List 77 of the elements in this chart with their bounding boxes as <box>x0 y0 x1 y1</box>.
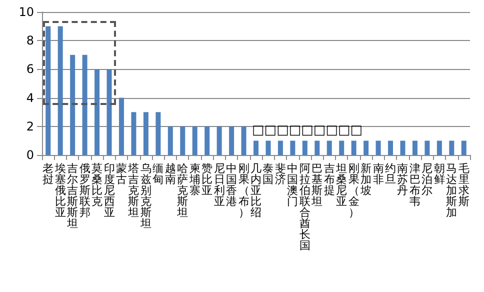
bar <box>143 112 148 155</box>
x-tick-label: 刚果（金） <box>348 162 360 219</box>
bar <box>204 126 210 155</box>
bar <box>290 140 296 155</box>
x-tick-label: 越南 <box>164 162 176 186</box>
x-tick-label: 蒙古 <box>116 162 127 186</box>
bar <box>118 98 124 155</box>
bar <box>278 140 283 155</box>
bar <box>376 140 381 155</box>
x-tick-label: 吉布提 <box>324 162 335 197</box>
bar <box>58 26 63 155</box>
bar <box>46 26 51 155</box>
y-tick-label: 10 <box>18 5 34 19</box>
y-tick-label: 6 <box>26 62 34 76</box>
bar <box>180 126 186 155</box>
bar <box>266 140 271 155</box>
x-tick-label: 马达加斯加 <box>446 162 458 219</box>
bar <box>339 140 344 155</box>
x-tick-label: 尼泊尔 <box>422 162 433 197</box>
x-tick-label: 几内亚比绍 <box>250 162 262 219</box>
x-tick-label: 印度尼西亚 <box>104 162 115 219</box>
bar <box>461 140 466 155</box>
y-tick-label: 8 <box>26 34 34 48</box>
bar <box>314 140 320 155</box>
bar <box>131 112 136 155</box>
x-tick-label: 刚果（布） <box>238 162 250 219</box>
x-tick-label: 中国香港 <box>226 162 238 208</box>
x-tick-label: 埃塞俄比亚 <box>54 162 66 219</box>
bar <box>436 140 442 155</box>
x-tick-label: 新加坡 <box>360 162 372 197</box>
bar <box>156 112 161 155</box>
x-tick-label: 乌兹别克斯坦 <box>139 162 152 230</box>
x-tick-label: 朝鲜 <box>434 162 445 186</box>
bar <box>229 126 234 155</box>
x-tick-label: 哈萨克斯坦 <box>176 162 188 219</box>
x-tick-label: 俄罗斯联邦 <box>79 162 90 219</box>
bar <box>351 140 356 155</box>
x-tick-label: 约旦 <box>385 162 396 186</box>
x-tick-label: 坦桑尼亚 <box>335 162 348 208</box>
bar <box>326 140 332 155</box>
bar <box>70 54 76 155</box>
x-tick-label: 毛里求斯 <box>458 162 470 208</box>
bar <box>412 140 418 155</box>
x-tick-label: 阿拉伯联合酋长国 <box>299 162 310 252</box>
annotation: □□□□□□□□□ <box>252 123 363 138</box>
x-tick-label: 尼日利亚 <box>214 162 225 208</box>
bar <box>449 140 454 155</box>
y-tick-label: 0 <box>26 148 34 162</box>
bar <box>82 54 88 155</box>
bar <box>216 126 222 155</box>
bar <box>106 69 112 155</box>
bar <box>241 126 246 155</box>
x-tick-label: 泰国 <box>262 162 274 186</box>
x-tick-label: 南非 <box>372 162 384 186</box>
x-tick-label: 赞比亚 <box>202 162 213 197</box>
bar <box>168 126 173 155</box>
x-tick-label: 巴基斯坦 <box>310 162 323 208</box>
x-tick-label: 斐济 <box>274 162 286 186</box>
x-tick-label: 莫桑比克 <box>92 162 103 208</box>
x-tick-label: 缅甸 <box>152 162 164 186</box>
bar <box>400 140 406 155</box>
bar <box>302 140 308 155</box>
bar <box>94 69 100 155</box>
x-tick-label: 南苏丹 <box>397 162 408 197</box>
x-tick-label: 老挝 <box>42 162 54 186</box>
y-tick-label: 4 <box>26 90 34 105</box>
x-tick-label: 吉尔吉斯斯坦 <box>66 162 78 230</box>
bar <box>424 140 430 155</box>
x-tick-label: 塔吉克斯坦 <box>127 162 140 219</box>
x-tick-label: 中国澳门 <box>287 162 298 208</box>
bar <box>388 140 394 155</box>
bar <box>254 140 258 155</box>
bar <box>364 140 369 155</box>
x-tick-label: 柬埔寨 <box>188 162 200 197</box>
y-tick-label: 2 <box>26 119 34 134</box>
bar <box>192 126 198 155</box>
x-tick-label: 津巴布韦 <box>409 162 420 208</box>
